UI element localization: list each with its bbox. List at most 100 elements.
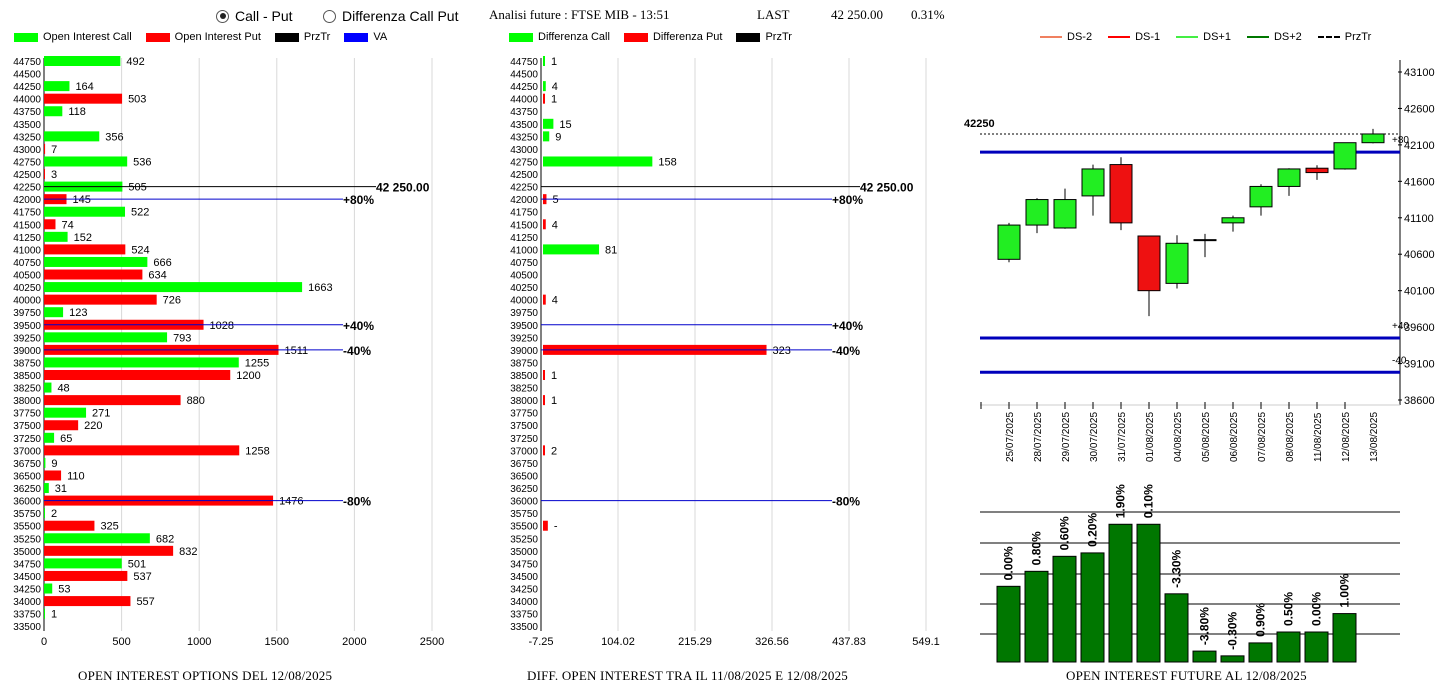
diff-bar-label: 81 — [605, 244, 617, 256]
strike-label: 42750 — [510, 157, 538, 168]
radio-selected-icon[interactable] — [216, 9, 229, 23]
legend-swatch — [14, 32, 38, 42]
candle-body — [1193, 239, 1217, 242]
oi-bar-label: 1 — [51, 609, 57, 621]
header-title: Analisi future : FTSE MIB - 13:51 — [489, 7, 670, 22]
oi-bar-label: 1476 — [279, 496, 303, 508]
level-label: +80% — [832, 193, 863, 207]
future-oi-bar — [1108, 523, 1133, 663]
oi-bar-label: 726 — [163, 295, 181, 307]
strike-label: 41250 — [13, 233, 41, 244]
oi-bar — [44, 570, 128, 581]
diff-bar-label: 1 — [551, 395, 557, 407]
oi-bar-label: 666 — [153, 257, 171, 269]
radio-call-put[interactable]: Call - Put — [216, 8, 293, 24]
radio-unselected-icon[interactable] — [323, 9, 336, 23]
level-label: -80% — [343, 495, 371, 509]
strike-label: 36500 — [13, 471, 41, 482]
future-oi-label: 1.90% — [1114, 484, 1128, 518]
strike-label: 44750 — [510, 57, 538, 68]
price-tick-label: 41100 — [1404, 213, 1434, 225]
oi-bar-label: 31 — [55, 483, 67, 495]
oi-bar — [44, 169, 45, 180]
oi-bar-label: 557 — [136, 596, 154, 608]
strike-label: 39750 — [510, 308, 538, 319]
oi-bar-label: 53 — [58, 584, 70, 596]
strike-label: 35250 — [13, 534, 41, 545]
oi-bar-label: 118 — [68, 106, 86, 118]
legend-item: Open Interest Call — [14, 31, 132, 43]
candle-body — [1277, 168, 1301, 187]
oi-bar — [44, 608, 45, 619]
oi-bar — [44, 357, 239, 368]
oi-bar-label: 682 — [156, 533, 174, 545]
price-tick-label: 39600 — [1404, 322, 1435, 334]
radio-differenza[interactable]: Differenza Call Put — [323, 8, 458, 24]
price-tick-label: 42100 — [1404, 140, 1435, 152]
strike-label: 39500 — [13, 321, 41, 332]
level-label: +80% — [343, 193, 374, 207]
oi-bar — [44, 558, 122, 569]
diff-bar-label: 9 — [555, 131, 561, 143]
diff-bar — [543, 156, 653, 167]
strike-label: 37500 — [510, 421, 538, 432]
oi-bar-label: 271 — [92, 408, 110, 420]
strike-label: 37250 — [13, 434, 41, 445]
oi-bar-label: 880 — [187, 395, 205, 407]
diff-bar-label: 1 — [551, 56, 557, 68]
oi-bar — [44, 131, 100, 142]
legend-item: DS+2 — [1246, 31, 1302, 43]
diff-bar-label: 2 — [551, 445, 557, 457]
oi-bar-label: 793 — [173, 332, 191, 344]
price-tick-label: 40100 — [1404, 286, 1435, 298]
future-oi-label: 0.50% — [1282, 592, 1296, 626]
oi-bar — [44, 219, 56, 230]
strike-label: 41500 — [510, 220, 538, 231]
footer-mid: DIFF. OPEN INTEREST TRA IL 11/08/2025 E … — [527, 668, 848, 683]
strike-label: 37000 — [510, 446, 538, 457]
legend-label: Open Interest Call — [43, 31, 132, 43]
strike-label: 42000 — [510, 195, 538, 206]
footer-right: OPEN INTEREST FUTURE AL 12/08/2025 — [1066, 668, 1307, 683]
legend-label: DS-1 — [1135, 31, 1161, 43]
strike-label: 36000 — [510, 497, 538, 508]
future-oi-label: 0.20% — [1086, 513, 1100, 547]
oi-bar-label: 832 — [179, 546, 197, 558]
diff-bar-label: - — [554, 521, 558, 533]
oi-bar — [44, 533, 150, 544]
oi-bar-label: 1258 — [245, 445, 269, 457]
diff-bar-label: 4 — [552, 81, 558, 93]
date-label: 12/08/2025 — [1341, 412, 1352, 462]
legend-left: Open Interest Call Open Interest Put Prz… — [14, 31, 401, 43]
strike-label: 37500 — [13, 421, 41, 432]
legend-right: DS-2 DS-1 DS+1 DS+2 PrzTr — [1040, 31, 1387, 43]
oi-bar — [44, 256, 148, 267]
oi-bar — [44, 269, 143, 280]
legend-label: Differenza Call — [538, 31, 610, 43]
oi-bar — [44, 583, 53, 594]
oi-bar-label: 1511 — [285, 345, 309, 357]
strike-label: 38500 — [510, 371, 538, 382]
oi-bar — [44, 81, 70, 92]
strike-label: 34750 — [13, 559, 41, 570]
legend-label: PrzTr — [1344, 31, 1372, 43]
strike-label: 42250 — [510, 183, 538, 194]
legend-swatch — [274, 32, 299, 42]
strike-label: 43000 — [13, 145, 41, 156]
strike-label: 38750 — [510, 358, 538, 369]
oi-bar-label: 325 — [100, 521, 118, 533]
diff-bar — [543, 131, 550, 142]
oi-bar — [44, 407, 87, 418]
last-value: 42 250.00 — [831, 7, 883, 22]
strike-label: 35750 — [13, 509, 41, 520]
strike-label: 44500 — [510, 70, 538, 81]
strike-label: 40500 — [510, 271, 538, 282]
strike-label: 39250 — [13, 333, 41, 344]
x-tick-label: 215.29 — [678, 636, 712, 648]
diff-bar-label: 158 — [658, 156, 676, 168]
strike-label: 37750 — [510, 409, 538, 420]
legend-line — [1108, 36, 1131, 38]
diff-bar — [543, 93, 545, 104]
strike-label: 44250 — [510, 82, 538, 93]
